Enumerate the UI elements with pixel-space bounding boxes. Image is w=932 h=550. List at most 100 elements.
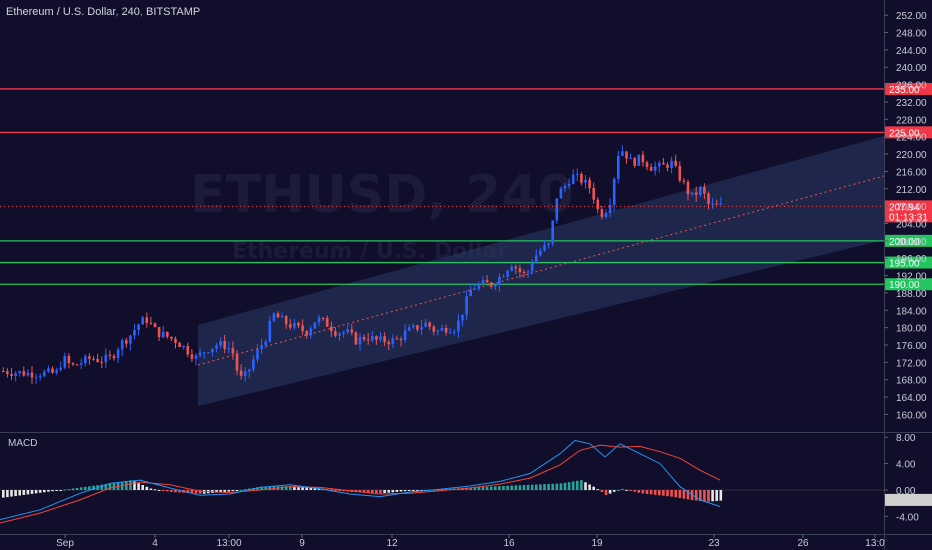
candle-body[interactable] <box>571 174 575 184</box>
candle-body[interactable] <box>317 317 321 323</box>
candle-body[interactable] <box>34 376 38 378</box>
candle-body[interactable] <box>75 364 79 366</box>
candle-body[interactable] <box>79 363 83 365</box>
candle-body[interactable] <box>498 276 501 285</box>
candle-body[interactable] <box>260 345 263 350</box>
candle-body[interactable] <box>518 268 522 272</box>
candle-body[interactable] <box>461 314 464 321</box>
candle-body[interactable] <box>715 203 718 205</box>
candle-body[interactable] <box>453 331 456 333</box>
candle-body[interactable] <box>280 316 284 318</box>
candle-body[interactable] <box>481 279 485 285</box>
candle-body[interactable] <box>198 352 202 356</box>
candle-body[interactable] <box>104 354 108 363</box>
candle-body[interactable] <box>469 289 472 297</box>
candle-body[interactable] <box>444 327 448 333</box>
candle-body[interactable] <box>403 330 407 341</box>
candle-body[interactable] <box>621 151 624 156</box>
candle-body[interactable] <box>506 270 509 277</box>
candle-body[interactable] <box>289 324 292 328</box>
candle-body[interactable] <box>223 341 226 349</box>
candle-body[interactable] <box>153 323 157 328</box>
candle-body[interactable] <box>108 354 112 356</box>
candle-body[interactable] <box>395 338 399 340</box>
candle-body[interactable] <box>112 355 116 359</box>
candle-body[interactable] <box>26 372 30 376</box>
candle-body[interactable] <box>227 348 231 350</box>
candle-body[interactable] <box>653 166 657 171</box>
candle-body[interactable] <box>166 331 169 337</box>
candle-body[interactable] <box>379 336 382 340</box>
candle-body[interactable] <box>88 356 91 359</box>
candle-body[interactable] <box>580 173 583 183</box>
candle-body[interactable] <box>334 331 337 336</box>
candle-body[interactable] <box>190 354 194 359</box>
candle-body[interactable] <box>629 158 632 160</box>
candle-body[interactable] <box>309 328 313 336</box>
candle-body[interactable] <box>535 255 538 264</box>
candle-body[interactable] <box>211 348 214 353</box>
candle-body[interactable] <box>510 266 513 271</box>
candle-body[interactable] <box>412 325 415 328</box>
candle-body[interactable] <box>202 352 206 354</box>
candle-body[interactable] <box>157 327 161 338</box>
candle-body[interactable] <box>633 158 636 166</box>
candle-body[interactable] <box>522 271 526 273</box>
candle-body[interactable] <box>231 348 235 354</box>
candle-body[interactable] <box>424 322 427 327</box>
candle-body[interactable] <box>84 356 87 364</box>
candle-body[interactable] <box>120 340 124 350</box>
candle-body[interactable] <box>666 164 669 168</box>
candle-body[interactable] <box>399 339 403 341</box>
macd-indicator-label[interactable]: MACD <box>8 438 38 449</box>
candle-body[interactable] <box>391 338 395 345</box>
candle-body[interactable] <box>268 320 272 342</box>
candle-body[interactable] <box>141 317 144 325</box>
candle-body[interactable] <box>71 363 75 365</box>
candle-body[interactable] <box>383 336 386 343</box>
candle-body[interactable] <box>239 370 243 376</box>
candle-body[interactable] <box>59 367 62 370</box>
candle-body[interactable] <box>641 154 645 163</box>
candle-body[interactable] <box>526 271 530 273</box>
candle-body[interactable] <box>342 332 345 334</box>
candle-body[interactable] <box>149 322 153 324</box>
candle-body[interactable] <box>63 355 67 368</box>
candle-body[interactable] <box>6 371 9 375</box>
candle-body[interactable] <box>428 322 431 327</box>
candle-body[interactable] <box>485 279 489 283</box>
candle-body[interactable] <box>420 326 423 330</box>
candle-body[interactable] <box>338 333 341 336</box>
candle-body[interactable] <box>703 187 706 194</box>
candle-body[interactable] <box>55 369 58 373</box>
candle-body[interactable] <box>473 288 477 290</box>
candle-body[interactable] <box>645 162 649 167</box>
candle-body[interactable] <box>51 368 54 373</box>
candle-body[interactable] <box>354 332 358 345</box>
candle-body[interactable] <box>161 331 165 338</box>
candle-body[interactable] <box>686 181 690 195</box>
candle-body[interactable] <box>305 331 308 336</box>
candle-body[interactable] <box>350 329 354 333</box>
candle-body[interactable] <box>690 192 694 195</box>
candle-body[interactable] <box>448 332 452 334</box>
candle-body[interactable] <box>47 368 50 372</box>
candle-body[interactable] <box>407 327 411 331</box>
candle-body[interactable] <box>547 243 550 246</box>
candle-body[interactable] <box>502 276 505 278</box>
candle-body[interactable] <box>43 371 46 377</box>
candle-body[interactable] <box>682 180 686 182</box>
candle-body[interactable] <box>555 198 559 221</box>
candle-body[interactable] <box>539 250 542 256</box>
candle-body[interactable] <box>96 358 99 362</box>
candle-body[interactable] <box>2 371 5 373</box>
candle-body[interactable] <box>432 326 436 332</box>
candle-body[interactable] <box>145 317 149 323</box>
candle-body[interactable] <box>301 325 304 332</box>
channel-median-line[interactable] <box>197 175 885 366</box>
candle-body[interactable] <box>30 372 34 378</box>
candle-body[interactable] <box>182 345 185 347</box>
candle-body[interactable] <box>592 188 595 200</box>
candle-body[interactable] <box>551 220 554 244</box>
